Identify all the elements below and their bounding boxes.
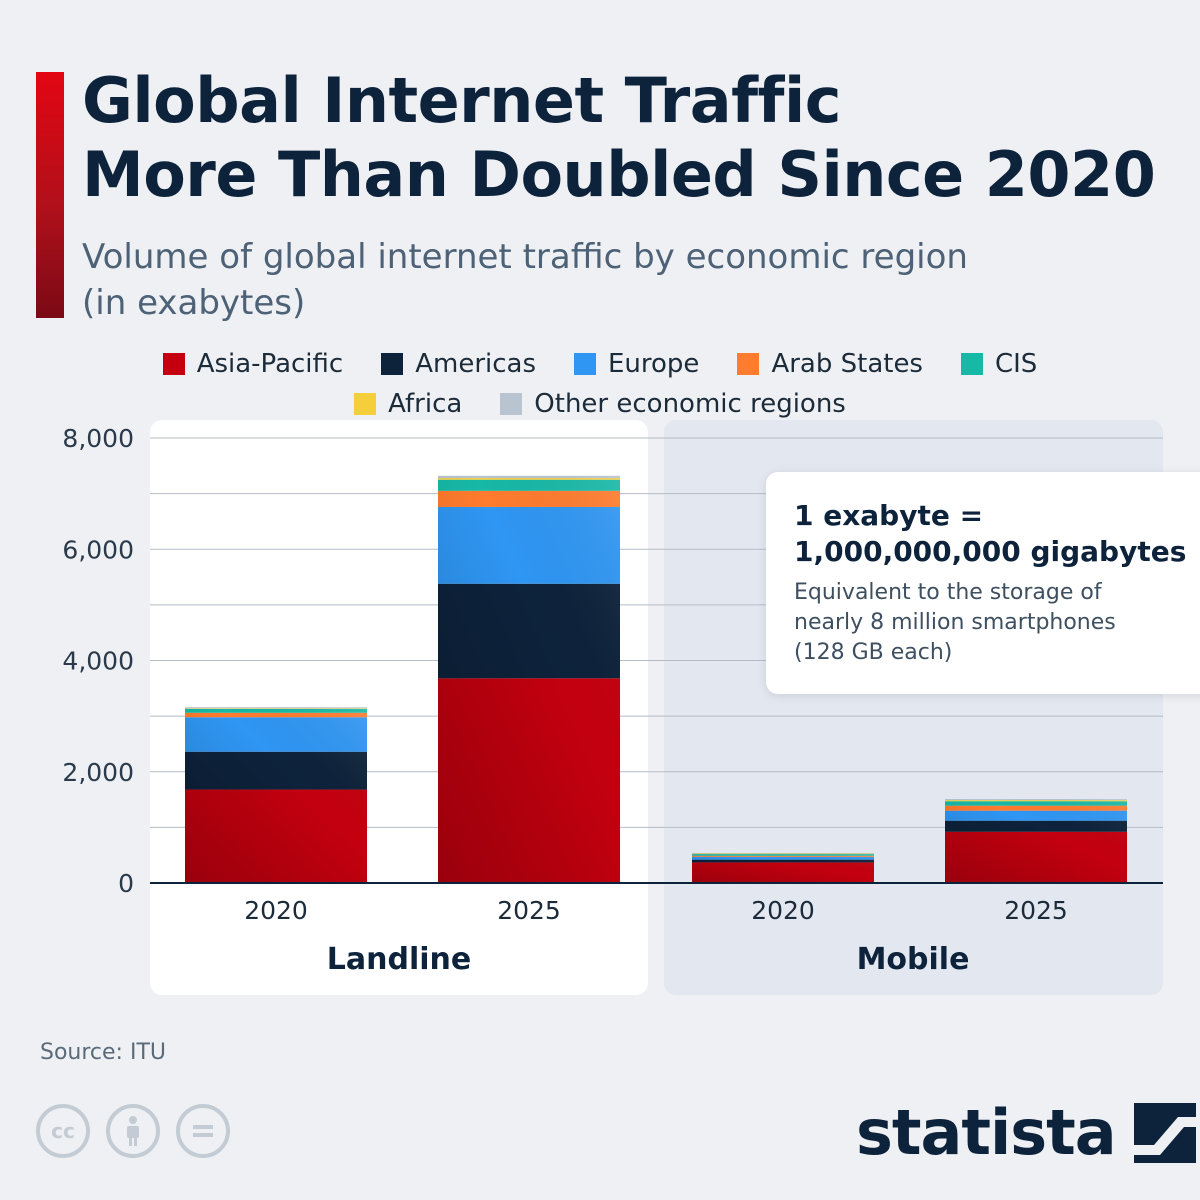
- legend-label: Asia-Pacific: [196, 349, 344, 379]
- source-note: Source: ITU: [40, 1040, 166, 1065]
- group-label: Mobile: [857, 942, 970, 977]
- cc-icon[interactable]: cc: [36, 1104, 90, 1158]
- legend-swatch: [960, 353, 983, 375]
- attribution-icon[interactable]: [106, 1104, 160, 1158]
- legend-item: Europe: [574, 348, 699, 380]
- bar-shading: [945, 799, 1127, 883]
- legend-label: Arab States: [771, 349, 923, 379]
- legend-label: CIS: [994, 349, 1038, 379]
- legend-item: CIS: [960, 348, 1038, 380]
- info-box-heading: 1 exabyte = 1,000,000,000 gigabytes: [794, 499, 1187, 568]
- legend-swatch: [737, 353, 760, 375]
- y-tick-label: 0: [118, 869, 134, 898]
- legend-item: Arab States: [737, 348, 923, 380]
- no-derivatives-icon[interactable]: [176, 1104, 230, 1158]
- legend-item: Africa: [354, 388, 462, 420]
- chart-legend: Asia-Pacific Americas Europe Arab States CIS…: [0, 348, 1200, 420]
- legend-label: Europe: [608, 349, 700, 379]
- statista-wordmark: statista: [856, 1096, 1117, 1169]
- bar-shading: [185, 707, 367, 883]
- y-tick-label: 2,000: [62, 758, 134, 787]
- x-tick-label: 2025: [1004, 896, 1068, 925]
- legend-swatch: [381, 353, 404, 375]
- statista-mark-icon: [1133, 1103, 1196, 1163]
- legend-item: Americas: [381, 348, 536, 380]
- legend-label: Africa: [388, 389, 463, 419]
- y-tick-label: 8,000: [62, 424, 134, 453]
- x-tick-label: 2020: [751, 896, 815, 925]
- legend-label: Other economic regions: [534, 389, 846, 419]
- legend-item: Other economic regions: [500, 388, 846, 420]
- bar-shading: [692, 852, 874, 883]
- legend-item: Asia-Pacific: [162, 348, 344, 380]
- license-icons: cc: [36, 1104, 230, 1158]
- y-tick-label: 4,000: [62, 647, 134, 676]
- info-box-body: Equivalent to the storage of nearly 8 mi…: [794, 580, 1116, 665]
- bar-shading: [438, 475, 620, 883]
- legend-label: Americas: [415, 349, 536, 379]
- title-accent-bar: [36, 72, 64, 318]
- legend-swatch: [162, 353, 185, 375]
- legend-swatch: [574, 353, 596, 375]
- legend-swatch: [500, 393, 523, 415]
- x-tick-label: 2025: [497, 896, 561, 925]
- group-label: Landline: [327, 942, 471, 977]
- y-tick-label: 6,000: [62, 535, 134, 564]
- chart-subtitle: Volume of global internet traffic by eco…: [82, 237, 968, 323]
- x-tick-label: 2020: [244, 896, 308, 925]
- exabyte-info-box: 1 exabyte = 1,000,000,000 gigabytes Equi…: [766, 472, 1200, 694]
- chart-title: Global Internet Traffic More Than Double…: [82, 64, 1156, 211]
- legend-swatch: [354, 393, 377, 415]
- statista-logo[interactable]: statista: [856, 1098, 1196, 1168]
